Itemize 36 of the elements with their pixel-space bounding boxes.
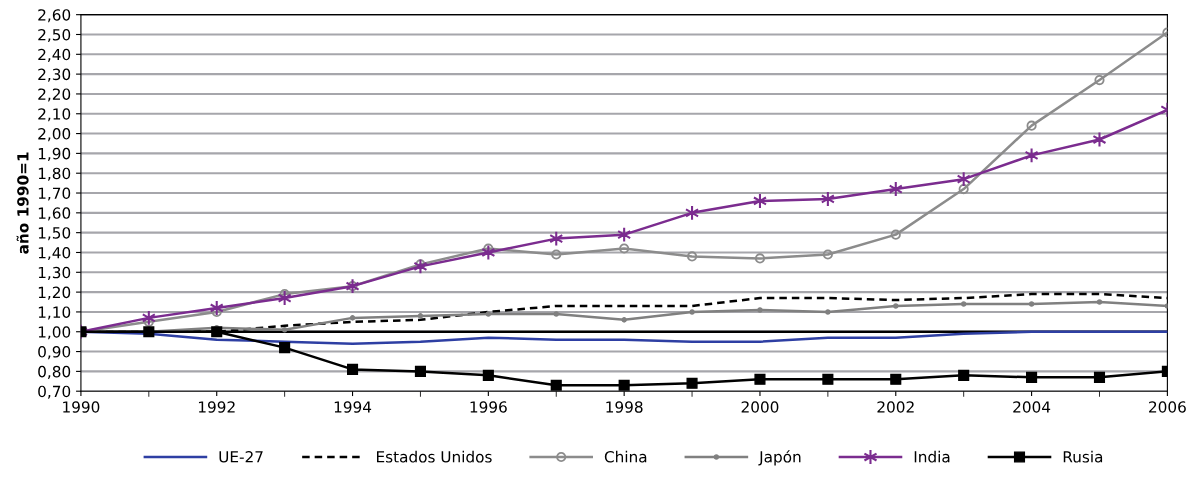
x-tick-label: 2000 <box>741 401 779 413</box>
legend-label: India <box>914 450 950 463</box>
x-tick-label: 2004 <box>1013 401 1051 413</box>
y-tick-label: 1,20 <box>38 286 71 300</box>
legend-label: Estados Unidos <box>377 450 492 463</box>
legend-label: China <box>604 450 647 463</box>
y-tick-label: 1,80 <box>38 167 71 181</box>
y-tick-label: 2,00 <box>38 128 71 142</box>
legend-label: Japón <box>758 450 801 466</box>
x-tick-label: 1998 <box>606 401 643 413</box>
legend-label: UE-27 <box>219 451 263 463</box>
x-tick-label: 1990 <box>63 401 100 413</box>
legend-label: Rusia <box>1063 450 1103 463</box>
y-tick-label: 2,60 <box>38 9 71 23</box>
y-tick-label: 1,90 <box>38 147 71 161</box>
x-tick-label: 1992 <box>198 401 235 413</box>
y-tick-label: 1,40 <box>38 246 71 261</box>
y-tick-label: 2,20 <box>38 88 71 102</box>
y-tick-label: 1,10 <box>38 306 71 320</box>
y-tick-label: 2,30 <box>38 68 71 82</box>
y-tick-label: 2,10 <box>38 108 71 122</box>
y-tick-label: 1,60 <box>38 207 71 221</box>
x-tick-label: 1996 <box>470 401 507 413</box>
y-axis-title: año 1990=1 <box>16 152 29 254</box>
y-tick-label: 1,00 <box>38 326 71 340</box>
y-tick-label: 2,50 <box>38 28 71 43</box>
y-tick-label: 0,70 <box>38 385 71 399</box>
y-tick-label: 1,70 <box>38 187 71 201</box>
x-tick-label: 2006 <box>1149 401 1186 413</box>
y-tick-label: 1,30 <box>38 266 71 280</box>
x-tick-label: 2002 <box>877 401 914 413</box>
x-tick-label: 1994 <box>334 401 372 413</box>
y-tick-label: 0,80 <box>38 365 71 379</box>
y-tick-label: 0,90 <box>38 346 71 360</box>
y-tick-label: 2,40 <box>38 48 71 62</box>
y-tick-label: 1,50 <box>38 227 71 241</box>
